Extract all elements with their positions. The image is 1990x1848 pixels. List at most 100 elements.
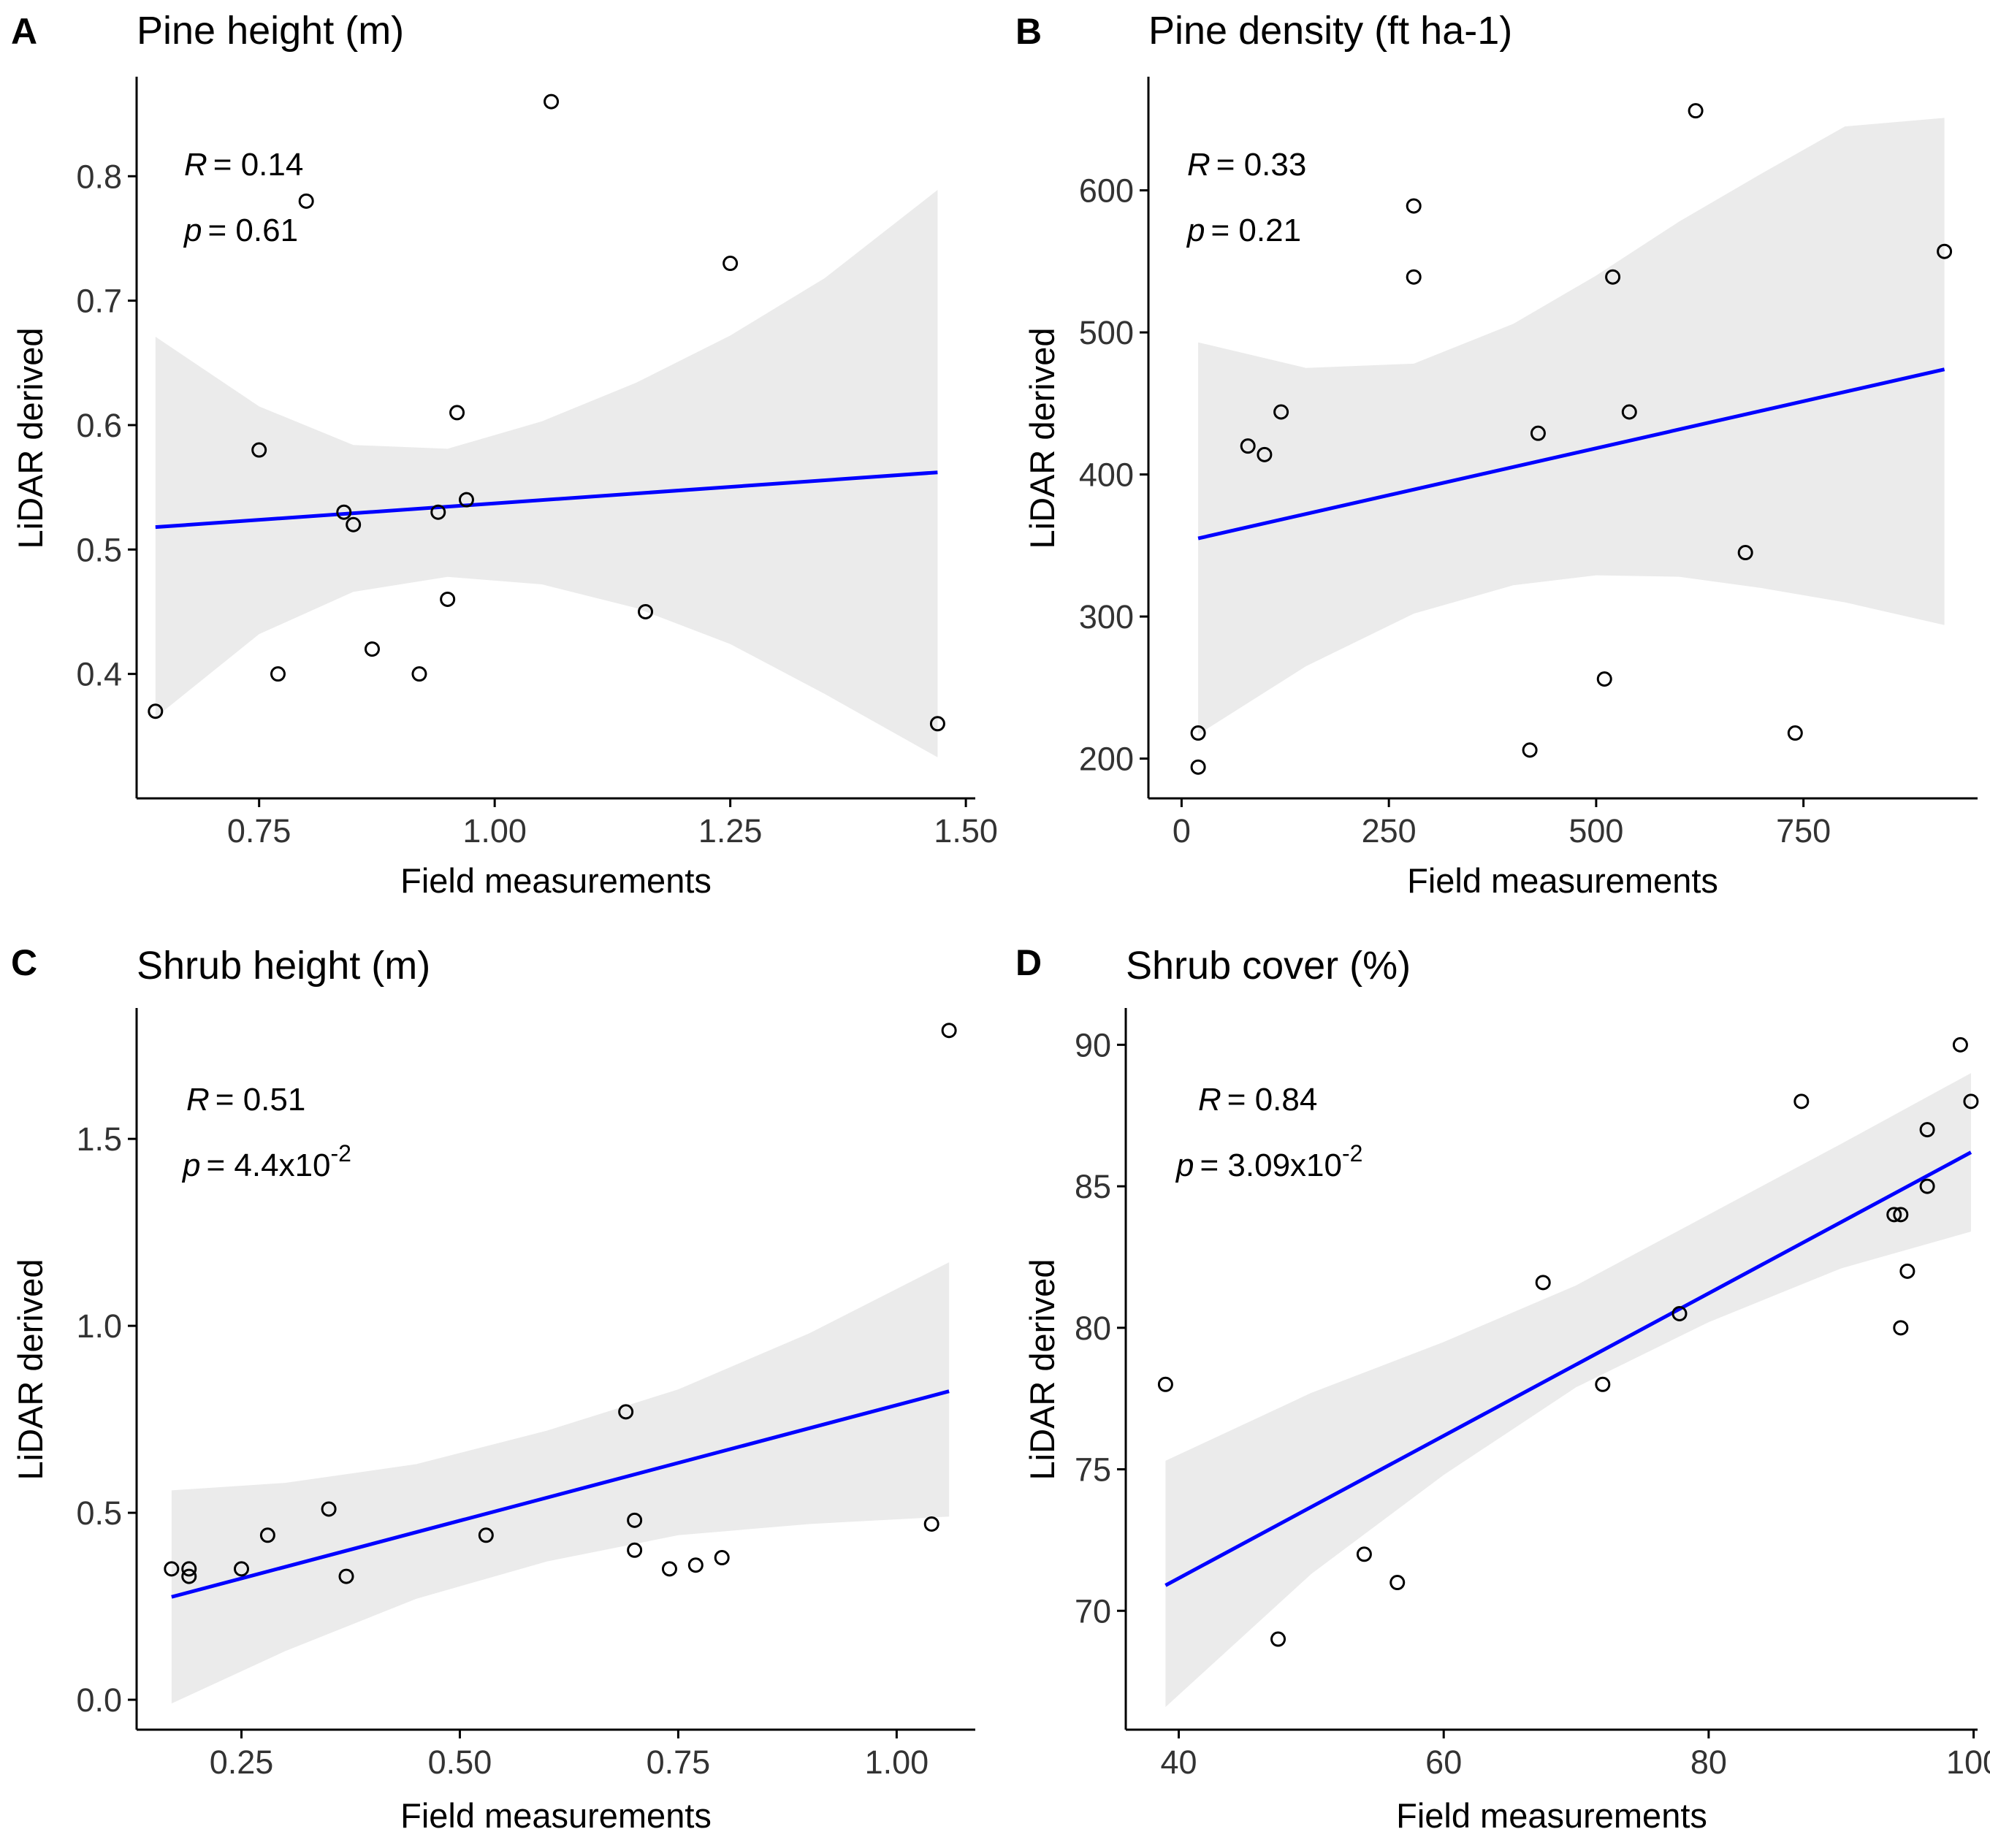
p-symbol: p bbox=[1186, 213, 1205, 248]
y-tick-label-b: 200 bbox=[1079, 741, 1134, 778]
data-point-c-12 bbox=[661, 1561, 677, 1577]
data-point-d-10 bbox=[1893, 1207, 1909, 1223]
x-tick-label-d: 80 bbox=[1690, 1744, 1727, 1781]
y-tick-label-b: 600 bbox=[1079, 172, 1134, 210]
data-point-d-16 bbox=[1963, 1093, 1979, 1110]
data-point-a-7 bbox=[364, 641, 380, 657]
data-point-b-4 bbox=[1257, 446, 1273, 462]
data-point-a-12 bbox=[458, 492, 474, 508]
x-tick-label-c: 1.00 bbox=[865, 1744, 929, 1781]
data-point-c-1 bbox=[164, 1561, 180, 1577]
r-symbol: R bbox=[184, 147, 207, 183]
regression-line-b bbox=[1197, 367, 1945, 541]
data-point-a-3 bbox=[270, 666, 286, 682]
data-point-c-15 bbox=[923, 1516, 939, 1532]
p-value: = 0.21 bbox=[1211, 213, 1301, 248]
p-symbol: p bbox=[181, 1148, 200, 1183]
data-point-d-4 bbox=[1389, 1575, 1406, 1591]
data-point-b-7 bbox=[1406, 269, 1422, 285]
y-tick-label-c: 1.0 bbox=[76, 1307, 122, 1345]
data-point-d-9 bbox=[1886, 1207, 1902, 1223]
p-annotation-c: p = 4.4x10-2 bbox=[181, 1140, 351, 1183]
y-tick-label-c: 0.5 bbox=[76, 1494, 122, 1532]
x-tick-label-d: 40 bbox=[1161, 1744, 1197, 1781]
data-point-b-16 bbox=[1937, 243, 1953, 259]
p-value: = 3.09x10 bbox=[1200, 1148, 1342, 1183]
data-point-c-11 bbox=[627, 1542, 643, 1558]
y-tick-label-d: 90 bbox=[1075, 1026, 1111, 1064]
data-point-b-2 bbox=[1190, 725, 1206, 741]
y-tick-label-d: 80 bbox=[1075, 1310, 1111, 1347]
panel-letter-d: D bbox=[1015, 942, 1042, 983]
data-point-b-12 bbox=[1621, 404, 1637, 420]
data-point-c-7 bbox=[338, 1568, 354, 1584]
y-tick-label-a: 0.7 bbox=[76, 283, 122, 320]
p-value: = 4.4x10 bbox=[206, 1148, 330, 1183]
x-tick-label-b: 0 bbox=[1173, 812, 1191, 849]
data-point-c-13 bbox=[687, 1557, 704, 1573]
x-axis-title-c: Field measurements bbox=[400, 1796, 712, 1835]
y-axis-title-a: LiDAR derived bbox=[11, 327, 50, 549]
data-point-d-5 bbox=[1535, 1275, 1551, 1291]
x-axis-title-a: Field measurements bbox=[400, 861, 712, 900]
p-annotation-b: p = 0.21 bbox=[1186, 213, 1301, 248]
r-symbol: R bbox=[186, 1082, 210, 1118]
data-point-b-8 bbox=[1522, 742, 1538, 758]
panel-a: A Pine height (m) 0.75 1.00 1.25 1.50 0.4 0.5 0.… bbox=[11, 9, 998, 900]
data-point-a-11 bbox=[449, 405, 465, 421]
r-symbol: R bbox=[1187, 147, 1211, 183]
regression-line-c bbox=[171, 1389, 950, 1599]
x-tick-label-b: 250 bbox=[1362, 812, 1417, 849]
x-tick-label-b: 750 bbox=[1776, 812, 1831, 849]
panel-letter-a: A bbox=[11, 11, 37, 52]
panel-b: B Pine density (ft ha-1) 0 250 500 750 200 300 4… bbox=[1015, 9, 1978, 900]
y-axis-title-c: LiDAR derived bbox=[11, 1259, 50, 1480]
data-point-b-6 bbox=[1406, 198, 1422, 214]
x-tick-label-c: 0.50 bbox=[428, 1744, 492, 1781]
confidence-band-b bbox=[1198, 118, 1945, 735]
data-point-d-2 bbox=[1270, 1631, 1286, 1647]
data-point-d-13 bbox=[1919, 1178, 1935, 1194]
y-tick-label-a: 0.6 bbox=[76, 407, 122, 444]
x-tick-label-a: 1.25 bbox=[698, 812, 763, 849]
regression-line-a bbox=[155, 470, 938, 530]
data-point-c-10 bbox=[627, 1512, 643, 1528]
data-point-a-2 bbox=[251, 442, 267, 458]
r-symbol: R bbox=[1198, 1082, 1221, 1118]
y-tick-label-b: 300 bbox=[1079, 598, 1134, 635]
data-point-a-14 bbox=[638, 603, 654, 619]
data-point-d-12 bbox=[1899, 1263, 1915, 1279]
data-point-c-16 bbox=[941, 1023, 957, 1039]
r-annotation-d: R = 0.84 bbox=[1198, 1082, 1317, 1118]
y-tick-label-b: 500 bbox=[1079, 314, 1134, 351]
x-tick-label-b: 500 bbox=[1568, 812, 1623, 849]
data-point-a-10 bbox=[440, 591, 456, 607]
p-symbol: p bbox=[183, 213, 202, 248]
r-annotation-a: R = 0.14 bbox=[184, 147, 303, 183]
panel-title-a: Pine height (m) bbox=[137, 9, 404, 53]
data-point-d-3 bbox=[1356, 1546, 1372, 1562]
x-tick-label-a: 0.75 bbox=[227, 812, 291, 849]
data-point-a-5 bbox=[336, 504, 352, 520]
p-annotation-a: p = 0.61 bbox=[183, 213, 298, 248]
data-point-c-2 bbox=[181, 1561, 197, 1577]
x-tick-label-c: 0.25 bbox=[210, 1744, 274, 1781]
p-annotation-d: p = 3.09x10-2 bbox=[1175, 1140, 1362, 1183]
data-point-c-5 bbox=[259, 1527, 275, 1543]
y-tick-label-d: 85 bbox=[1075, 1168, 1111, 1205]
data-point-d-1 bbox=[1157, 1376, 1173, 1392]
panel-d: D Shrub cover (%) 40 60 80 100 70 75 80 85 90 Field… bbox=[1015, 942, 1990, 1835]
x-axis-title-d: Field measurements bbox=[1396, 1796, 1707, 1835]
x-tick-label-d: 60 bbox=[1425, 1744, 1462, 1781]
data-point-c-6 bbox=[321, 1501, 337, 1517]
data-point-d-6 bbox=[1595, 1376, 1611, 1392]
p-value: = 0.61 bbox=[207, 213, 298, 248]
confidence-band-c bbox=[171, 1262, 950, 1704]
p-symbol: p bbox=[1175, 1148, 1194, 1183]
panel-c: C Shrub height (m) 0.25 0.50 0.75 1.00 0.0 0.5 1… bbox=[11, 942, 975, 1835]
data-point-c-9 bbox=[618, 1404, 634, 1420]
data-point-a-1 bbox=[148, 703, 164, 719]
data-point-a-15 bbox=[723, 256, 739, 272]
data-point-c-8 bbox=[478, 1527, 494, 1543]
